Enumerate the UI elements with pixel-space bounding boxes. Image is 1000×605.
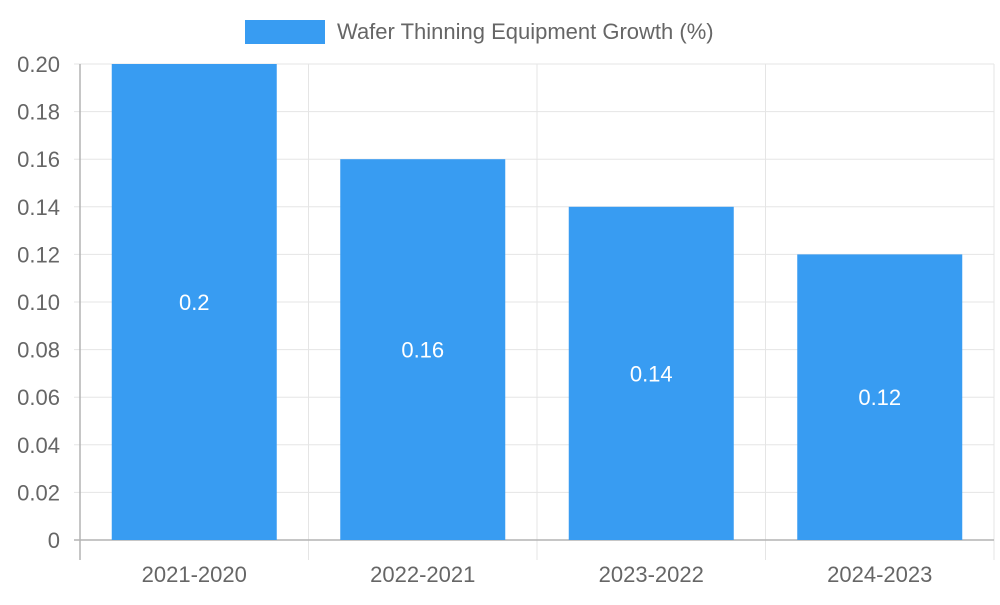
y-tick-label: 0.10	[17, 290, 60, 315]
y-tick-label: 0	[48, 528, 60, 553]
bar-2023-2022[interactable]	[568, 206, 734, 541]
y-tick-label: 0.08	[17, 338, 60, 363]
bar-2022-2021[interactable]	[340, 159, 506, 540]
y-tick-label: 0.20	[17, 52, 60, 77]
y-tick-label: 0.12	[17, 242, 60, 267]
data-label: 0.16	[401, 338, 444, 363]
data-label: 0.2	[179, 290, 210, 315]
y-tick-label: 0.16	[17, 147, 60, 172]
x-tick-label: 2022-2021	[370, 562, 475, 587]
bar-layer	[111, 64, 963, 541]
x-tick-label: 2021-2020	[142, 562, 247, 587]
y-tick-label: 0.18	[17, 100, 60, 125]
data-label: 0.12	[858, 385, 901, 410]
bar-2024-2023[interactable]	[797, 254, 963, 540]
y-tick-label: 0.04	[17, 433, 60, 458]
y-tick-label: 0.02	[17, 480, 60, 505]
y-tick-label: 0.06	[17, 385, 60, 410]
x-tick-label: 2023-2022	[599, 562, 704, 587]
legend-label[interactable]: Wafer Thinning Equipment Growth (%)	[337, 19, 714, 44]
bar-2021-2020[interactable]	[111, 64, 277, 540]
data-label: 0.14	[630, 361, 673, 386]
legend-swatch[interactable]	[245, 20, 325, 44]
legend[interactable]: Wafer Thinning Equipment Growth (%)	[245, 19, 714, 44]
x-tick-label: 2024-2023	[827, 562, 932, 587]
label-layer: 0.2 0.16 0.14 0.12	[179, 290, 901, 410]
y-tick-label: 0.14	[17, 195, 60, 220]
